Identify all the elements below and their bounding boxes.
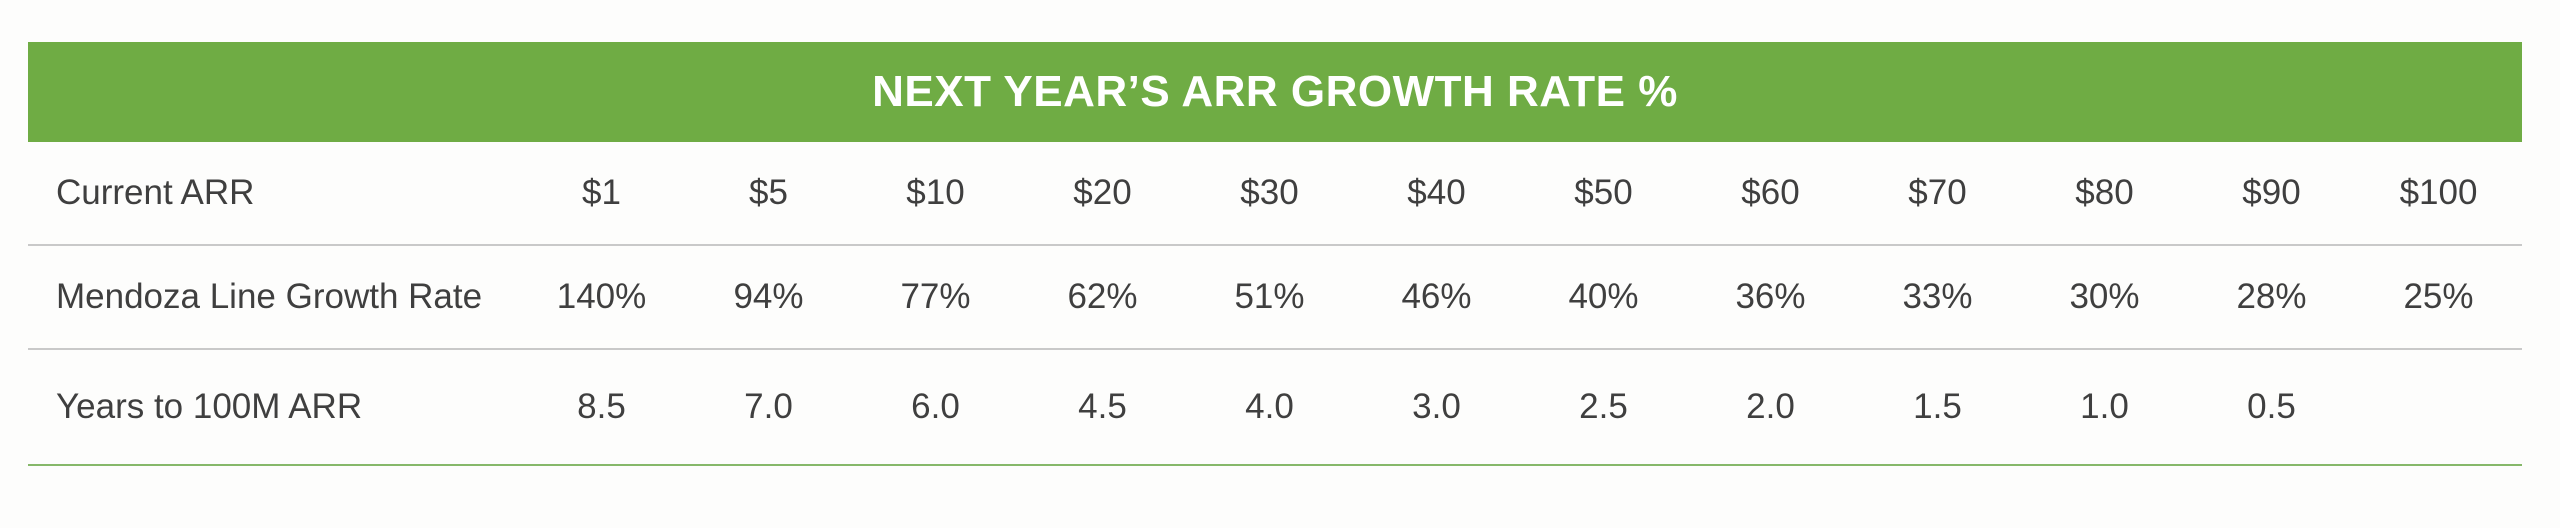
table-cell: $10 bbox=[906, 173, 965, 212]
table-cell: 94% bbox=[733, 277, 804, 316]
table-cell: 4.0 bbox=[1245, 387, 1294, 426]
table-cell: 140% bbox=[556, 277, 647, 316]
table-row-years-to-100m: Years to 100M ARR 8.5 7.0 6.0 4.5 4.0 3.… bbox=[28, 350, 2522, 466]
row-label: Current ARR bbox=[56, 173, 255, 212]
table-cell: $40 bbox=[1407, 173, 1466, 212]
table-cell: $100 bbox=[2399, 173, 2478, 212]
table-cell: 4.5 bbox=[1078, 387, 1127, 426]
table-row-current-arr: Current ARR $1 $5 $10 $20 $30 $40 $50 $6… bbox=[28, 142, 2522, 246]
table-cell: $20 bbox=[1073, 173, 1132, 212]
table-cell: 2.5 bbox=[1579, 387, 1628, 426]
table-cell: 1.5 bbox=[1913, 387, 1962, 426]
table-cell: 46% bbox=[1401, 277, 1472, 316]
table-cell: $30 bbox=[1240, 173, 1299, 212]
table-header: NEXT YEAR’S ARR GROWTH RATE % bbox=[28, 42, 2522, 142]
arr-growth-table: NEXT YEAR’S ARR GROWTH RATE % Current AR… bbox=[28, 42, 2522, 466]
table-cell: $90 bbox=[2242, 173, 2301, 212]
table-cell: 62% bbox=[1067, 277, 1138, 316]
table-cell: $50 bbox=[1574, 173, 1633, 212]
table-cell: 2.0 bbox=[1746, 387, 1795, 426]
table-cell: $60 bbox=[1741, 173, 1800, 212]
table-cell: 8.5 bbox=[577, 387, 626, 426]
table-cell: 33% bbox=[1902, 277, 1973, 316]
row-label: Years to 100M ARR bbox=[56, 387, 363, 426]
row-label: Mendoza Line Growth Rate bbox=[56, 277, 483, 316]
table-cell: 77% bbox=[900, 277, 971, 316]
table-cell: $80 bbox=[2075, 173, 2134, 212]
table-cell: 1.0 bbox=[2080, 387, 2129, 426]
table-cell: 3.0 bbox=[1412, 387, 1461, 426]
table-cell: $5 bbox=[749, 173, 788, 212]
table-cell: 40% bbox=[1568, 277, 1639, 316]
table-cell: $1 bbox=[582, 173, 621, 212]
table-cell: 7.0 bbox=[744, 387, 793, 426]
table-cell: 36% bbox=[1735, 277, 1806, 316]
table-cell: 51% bbox=[1234, 277, 1305, 316]
table-cell: 30% bbox=[2069, 277, 2140, 316]
table-cell: 25% bbox=[2403, 277, 2474, 316]
table-row-mendoza-line: Mendoza Line Growth Rate 140% 94% 77% 62… bbox=[28, 246, 2522, 350]
table-title: NEXT YEAR’S ARR GROWTH RATE % bbox=[872, 67, 1678, 116]
table-cell: 6.0 bbox=[911, 387, 960, 426]
table-cell: $70 bbox=[1908, 173, 1967, 212]
table-cell: 0.5 bbox=[2247, 387, 2296, 426]
table-cell: 28% bbox=[2236, 277, 2307, 316]
